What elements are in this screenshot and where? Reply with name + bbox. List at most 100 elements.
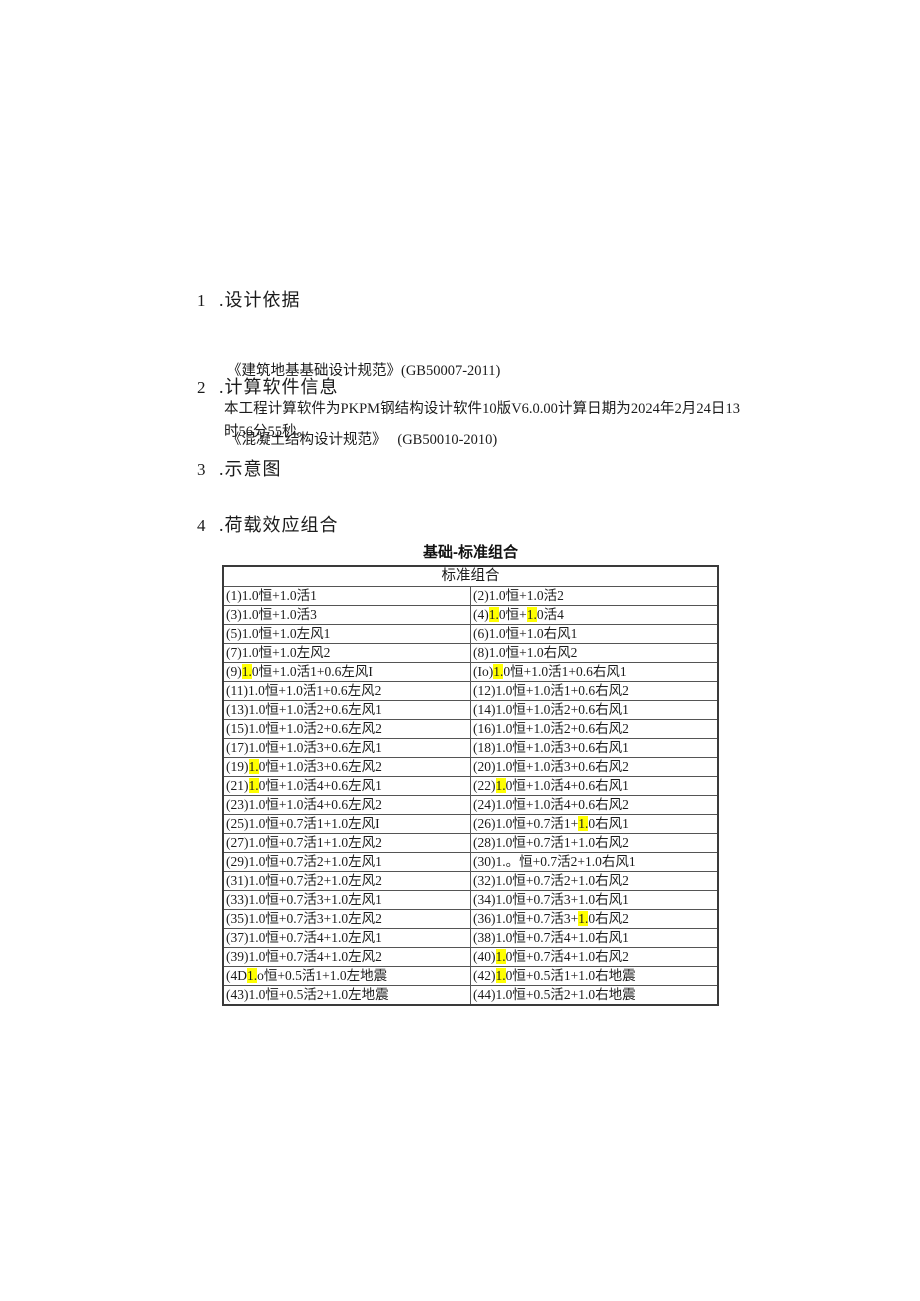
section-title: .示意图 xyxy=(219,459,282,479)
highlighted-text: 1. xyxy=(495,949,506,964)
table-row: (15)1.0恒+1.0活2+0.6左风2 (16)1.0恒+1.0活2+0.6右… xyxy=(222,719,719,739)
combo-cell: (17)1.0恒+1.0活3+0.6左风1 xyxy=(222,738,471,758)
table-row: (5)1.0恒+1.0左风1 (6)1.0恒+1.0右风1 xyxy=(222,624,719,644)
combo-cell: (26)1.0恒+0.7活1+1.0右风1 xyxy=(470,814,719,834)
design-code-references: 《建筑地基基础设计规范》(GB50007-2011) 《混凝土结构设计规范》 (… xyxy=(227,314,500,498)
combo-cell: (31)1.0恒+0.7活2+1.0左风2 xyxy=(222,871,471,891)
table-row: (13)1.0恒+1.0活2+0.6左风1 (14)1.0恒+1.0活2+0.6右… xyxy=(222,700,719,720)
combo-cell: (18)1.0恒+1.0活3+0.6右风1 xyxy=(470,738,719,758)
table-row: (31)1.0恒+0.7活2+1.0左风2 (32)1.0恒+0.7活2+1.0右… xyxy=(222,871,719,891)
combo-cell: (6)1.0恒+1.0右风1 xyxy=(470,624,719,644)
highlighted-text: 1. xyxy=(526,607,537,622)
table-row: (9)1.0恒+1.0活1+0.6左风I (Io)1.0恒+1.0活1+0.6右风… xyxy=(222,662,719,682)
combo-cell: (36)1.0恒+0.7活3+1.0右风2 xyxy=(470,909,719,929)
highlighted-text: 1. xyxy=(493,664,504,679)
combo-cell: (13)1.0恒+1.0活2+0.6左风1 xyxy=(222,700,471,720)
table-row: (17)1.0恒+1.0活3+0.6左风1 (18)1.0恒+1.0活3+0.6右… xyxy=(222,738,719,758)
table-row: (7)1.0恒+1.0左风2 (8)1.0恒+1.0右风2 xyxy=(222,643,719,663)
standard-combination-table: 标准组合 (1)1.0恒+1.0活1 (2)1.0恒+1.0活2 (3)1.0恒+1… xyxy=(222,565,719,1006)
section-number: 1 xyxy=(197,291,207,310)
table-row: (3)1.0恒+1.0活3 (4)1.0恒+1.0活4 xyxy=(222,605,719,625)
combo-cell: (20)1.0恒+1.0活3+0.6右风2 xyxy=(470,757,719,777)
combo-cell: (15)1.0恒+1.0活2+0.6左风2 xyxy=(222,719,471,739)
table-row: (29)1.0恒+0.7活2+1.0左风1 (30)1.。恒+0.7活2+1.0右… xyxy=(222,852,719,872)
combo-cell: (14)1.0恒+1.0活2+0.6右风1 xyxy=(470,700,719,720)
combo-cell: (39)1.0恒+0.7活4+1.0左风2 xyxy=(222,947,471,967)
highlighted-text: 1. xyxy=(247,968,258,983)
table-header-cell: 标准组合 xyxy=(222,565,719,587)
combo-cell: (40)1.0恒+0.7活4+1.0右风2 xyxy=(470,947,719,967)
combo-cell: (1)1.0恒+1.0活1 xyxy=(222,586,471,606)
table-row: (4D1.o恒+0.5活1+1.0左地震 (42)1.0恒+0.5活1+1.0右地… xyxy=(222,966,719,986)
table-header-row: 标准组合 xyxy=(222,565,719,587)
combo-cell: (3)1.0恒+1.0活3 xyxy=(222,605,471,625)
table-body: 标准组合 (1)1.0恒+1.0活1 (2)1.0恒+1.0活2 (3)1.0恒+1… xyxy=(222,565,719,1006)
combo-cell: (11)1.0恒+1.0活1+0.6左风2 xyxy=(222,681,471,701)
combo-cell: (29)1.0恒+0.7活2+1.0左风1 xyxy=(222,852,471,872)
table-row: (11)1.0恒+1.0活1+0.6左风2 (12)1.0恒+1.0活1+0.6右… xyxy=(222,681,719,701)
section-number: 4 xyxy=(197,516,207,535)
table-row: (21)1.0恒+1.0活4+0.6左风1 (22)1.0恒+1.0活4+0.6右… xyxy=(222,776,719,796)
combo-cell: (42)1.0恒+0.5活1+1.0右地震 xyxy=(470,966,719,986)
section-heading-schematic: 3 .示意图 xyxy=(197,455,282,481)
combo-cell: (19)1.0恒+1.0活3+0.6左风2 xyxy=(222,757,471,777)
combo-cell: (25)1.0恒+0.7活1+1.0左风I xyxy=(222,814,471,834)
combo-cell: (32)1.0恒+0.7活2+1.0右风2 xyxy=(470,871,719,891)
table-row: (37)1.0恒+0.7活4+1.0左风1 (38)1.0恒+0.7活4+1.0右… xyxy=(222,928,719,948)
code-reference-line: 《建筑地基基础设计规范》(GB50007-2011) xyxy=(227,363,501,379)
combo-cell: (8)1.0恒+1.0右风2 xyxy=(470,643,719,663)
highlighted-text: 1. xyxy=(248,759,259,774)
combo-cell: (30)1.。恒+0.7活2+1.0右风1 xyxy=(470,852,719,872)
table-row: (35)1.0恒+0.7活3+1.0左风2 (36)1.0恒+0.7活3+1.0右… xyxy=(222,909,719,929)
table-row: (27)1.0恒+0.7活1+1.0左风2 (28)1.0恒+0.7活1+1.0右… xyxy=(222,833,719,853)
combo-cell: (22)1.0恒+1.0活4+0.6右风1 xyxy=(470,776,719,796)
table-row: (33)1.0恒+0.7活3+1.0左风1 (34)1.0恒+0.7活3+1.0右… xyxy=(222,890,719,910)
highlighted-text: 1. xyxy=(488,607,499,622)
combo-cell: (27)1.0恒+0.7活1+1.0左风2 xyxy=(222,833,471,853)
combo-cell: (23)1.0恒+1.0活4+0.6左风2 xyxy=(222,795,471,815)
section-number: 2 xyxy=(197,378,207,397)
combo-cell: (16)1.0恒+1.0活2+0.6右风2 xyxy=(470,719,719,739)
combo-cell: (5)1.0恒+1.0左风1 xyxy=(222,624,471,644)
highlighted-text: 1. xyxy=(495,778,506,793)
section-title: .荷载效应组合 xyxy=(219,515,339,535)
table-row: (43)1.0恒+0.5活2+1.0左地震 (44)1.0恒+0.5活2+1.0右… xyxy=(222,985,719,1006)
highlighted-text: 1. xyxy=(248,778,259,793)
table-row: (39)1.0恒+0.7活4+1.0左风2 (40)1.0恒+0.7活4+1.0右… xyxy=(222,947,719,967)
combo-cell: (33)1.0恒+0.7活3+1.0左风1 xyxy=(222,890,471,910)
combo-cell: (35)1.0恒+0.7活3+1.0左风2 xyxy=(222,909,471,929)
combo-cell: (34)1.0恒+0.7活3+1.0右风1 xyxy=(470,890,719,910)
combo-cell: (7)1.0恒+1.0左风2 xyxy=(222,643,471,663)
combo-cell: (4)1.0恒+1.0活4 xyxy=(470,605,719,625)
combo-cell: (Io)1.0恒+1.0活1+0.6右风1 xyxy=(470,662,719,682)
section-heading-software-info: 2 .计算软件信息 xyxy=(197,373,339,399)
section-heading-load-combinations: 4 .荷载效应组合 xyxy=(197,511,339,537)
software-info-paragraph: 本工程计算软件为PKPM钢结构设计软件10版V6.0.00计算日期为2024年2… xyxy=(224,401,740,440)
highlighted-text: 1. xyxy=(578,911,589,926)
section-number: 3 xyxy=(197,460,207,479)
combo-cell: (28)1.0恒+0.7活1+1.0右风2 xyxy=(470,833,719,853)
combo-cell: (9)1.0恒+1.0活1+0.6左风I xyxy=(222,662,471,682)
table-row: (19)1.0恒+1.0活3+0.6左风2 (20)1.0恒+1.0活3+0.6右… xyxy=(222,757,719,777)
section-title: .设计依据 xyxy=(219,290,301,310)
combo-cell: (43)1.0恒+0.5活2+1.0左地震 xyxy=(222,985,471,1006)
combo-cell: (37)1.0恒+0.7活4+1.0左风1 xyxy=(222,928,471,948)
section-heading-design-basis: 1 .设计依据 xyxy=(197,286,301,312)
table-row: (23)1.0恒+1.0活4+0.6左风2 (24)1.0恒+1.0活4+0.6右… xyxy=(222,795,719,815)
table-row: (25)1.0恒+0.7活1+1.0左风I (26)1.0恒+0.7活1+1.0右… xyxy=(222,814,719,834)
section-title: .计算软件信息 xyxy=(219,377,339,397)
code-reference-line: 《混凝土结构设计规范》 (GB50010-2010) xyxy=(227,432,498,448)
table-row: (1)1.0恒+1.0活1 (2)1.0恒+1.0活2 xyxy=(222,586,719,606)
table-title: 基础-标准组合 xyxy=(423,544,518,561)
highlighted-text: 1. xyxy=(241,664,252,679)
combo-cell: (2)1.0恒+1.0活2 xyxy=(470,586,719,606)
combo-cell: (21)1.0恒+1.0活4+0.6左风1 xyxy=(222,776,471,796)
combo-cell: (4D1.o恒+0.5活1+1.0左地震 xyxy=(222,966,471,986)
combo-cell: (44)1.0恒+0.5活2+1.0右地震 xyxy=(470,985,719,1006)
highlighted-text: 1. xyxy=(578,816,589,831)
combo-cell: (38)1.0恒+0.7活4+1.0右风1 xyxy=(470,928,719,948)
combo-cell: (12)1.0恒+1.0活1+0.6右风2 xyxy=(470,681,719,701)
combo-cell: (24)1.0恒+1.0活4+0.6右风2 xyxy=(470,795,719,815)
highlighted-text: 1. xyxy=(495,968,506,983)
